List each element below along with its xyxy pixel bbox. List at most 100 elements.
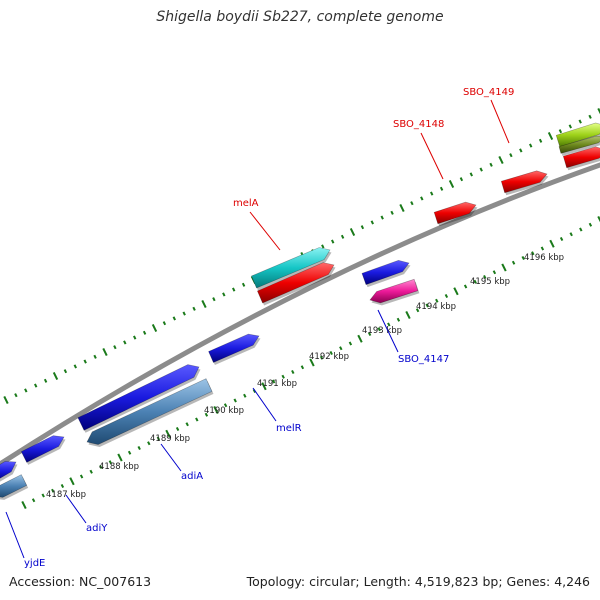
outer-scale-tick: [420, 196, 424, 201]
inner-scale-tick: [579, 227, 583, 232]
gene-label-text: SBO_4149: [463, 87, 514, 98]
gene-label-melr[interactable]: melR: [252, 387, 302, 434]
inner-scale-tick: [185, 422, 189, 427]
inner-scale-tick: [396, 317, 401, 322]
gene-arrow-melA[interactable]: [251, 247, 332, 291]
gene-label-text: adiY: [86, 523, 108, 534]
outer-scale-tick: [102, 347, 108, 357]
gene-arrow-outer[interactable]: [77, 364, 201, 433]
gene-arrow-outer[interactable]: [361, 260, 411, 288]
gene-label-text: SBO_4147: [398, 354, 449, 365]
inner-scale-tick: [108, 460, 113, 465]
gene-label-text: yjdE: [24, 558, 45, 569]
gene-arrow-SBO_4147[interactable]: [369, 278, 420, 306]
inner-scale-tick: [147, 441, 151, 446]
outer-scale-tick: [241, 282, 246, 287]
outer-scale-tick: [201, 299, 207, 309]
gene-arrow-lime[interactable]: [555, 122, 600, 150]
outer-scale-tick: [439, 186, 444, 191]
inner-scale-tick: [329, 350, 333, 356]
gene-label-text: adiA: [181, 471, 203, 482]
gene-arrow-outer[interactable]: [257, 262, 336, 306]
gene-arrow-SBO_4148[interactable]: [433, 201, 478, 227]
outer-scale-tick: [519, 148, 523, 153]
inner-scale-tick: [233, 398, 237, 403]
inner-scale-tick: [367, 331, 372, 337]
outer-scale-tick: [597, 107, 600, 115]
gene-leader-line: [160, 443, 182, 472]
gene-label-sbo-4147[interactable]: SBO_4147: [377, 309, 449, 365]
inner-scale-tick: [213, 405, 219, 415]
outer-scale-tick: [14, 393, 18, 398]
gene-label-yjde[interactable]: yjdE: [5, 511, 45, 569]
gene-label-sbo-4148[interactable]: SBO_4148: [393, 119, 444, 180]
outer-scale-tick: [113, 345, 117, 350]
outer-scale-tick: [568, 124, 572, 129]
inner-scale-tick: [165, 429, 171, 438]
gene-arrow-SBO_4149[interactable]: [500, 170, 549, 196]
inner-scale-tick: [348, 341, 353, 346]
scale-label-4192-kbp: 4192 kbp: [309, 352, 349, 362]
gene-label-adiy[interactable]: adiY: [65, 494, 108, 534]
inner-scale-tick: [21, 500, 27, 510]
gene-leader-line: [65, 494, 87, 524]
genome-backbone: [0, 162, 600, 468]
inner-scale-tick: [377, 327, 381, 332]
inner-scale-tick: [549, 239, 555, 248]
gene-arrow-adiA[interactable]: [86, 378, 214, 448]
scale-label-4191-kbp: 4191 kbp: [257, 379, 297, 389]
outer-scale-tick: [142, 330, 147, 335]
inner-scale-tick: [387, 322, 391, 327]
gene-leader-line: [5, 511, 25, 559]
inner-scale-tick: [69, 477, 75, 486]
outer-scale-tick: [547, 131, 554, 141]
inner-scale-tick: [453, 287, 459, 296]
gene-features: [0, 122, 600, 500]
outer-scale-tick: [63, 369, 68, 374]
inner-scale-tick: [559, 236, 564, 242]
gene-leader-line: [420, 132, 444, 180]
outer-scale-tick: [222, 292, 226, 297]
inner-scale-tick: [60, 483, 65, 489]
gene-arrow-yjdE[interactable]: [0, 474, 29, 500]
gene-label-mela[interactable]: melA: [233, 198, 281, 251]
outer-scale-tick: [498, 155, 504, 165]
scale-label-4195-kbp: 4195 kbp: [470, 277, 510, 287]
inner-scale-tick: [531, 251, 535, 256]
gene-arrow-outer[interactable]: [208, 333, 261, 365]
outer-scale-tick: [360, 225, 365, 230]
inner-scale-tick: [588, 222, 593, 227]
gene-leader-line: [490, 99, 510, 144]
gene-label-adia[interactable]: adiA: [160, 443, 203, 482]
outer-scale-tick: [410, 201, 414, 206]
outer-scale-tick: [509, 153, 513, 158]
inner-scale-tick: [319, 355, 324, 360]
outer-scale-tick: [479, 167, 483, 172]
outer-scale-tick: [390, 210, 394, 215]
outer-scale-tick: [321, 244, 325, 249]
outer-scale-tick: [399, 203, 405, 213]
outer-scale-tick: [331, 239, 335, 244]
inner-scale-tick: [156, 436, 161, 441]
gene-arrow-olive[interactable]: [558, 135, 600, 156]
inner-scale-tick: [175, 426, 180, 432]
gene-label-text: melA: [233, 198, 259, 209]
scale-label-4190-kbp: 4190 kbp: [204, 406, 244, 416]
outer-scale-tick: [172, 316, 176, 321]
inner-scale-tick: [540, 246, 545, 251]
outer-scale-tick: [182, 311, 186, 316]
gene-arrow-outer[interactable]: [0, 461, 18, 483]
outer-scale-tick: [529, 143, 533, 148]
inner-scale-tick: [405, 310, 411, 320]
gene-arrow-outer[interactable]: [562, 146, 600, 171]
outer-scale-tick: [489, 162, 493, 167]
gene-label-text: SBO_4148: [393, 119, 444, 130]
inner-scale-tick: [261, 382, 267, 391]
gene-arrow-outer[interactable]: [20, 435, 66, 465]
outer-scale-tick: [349, 227, 356, 237]
outer-scale-tick: [558, 129, 563, 134]
inner-scale-tick: [300, 365, 305, 370]
gene-label-sbo-4149[interactable]: SBO_4149: [463, 87, 514, 144]
